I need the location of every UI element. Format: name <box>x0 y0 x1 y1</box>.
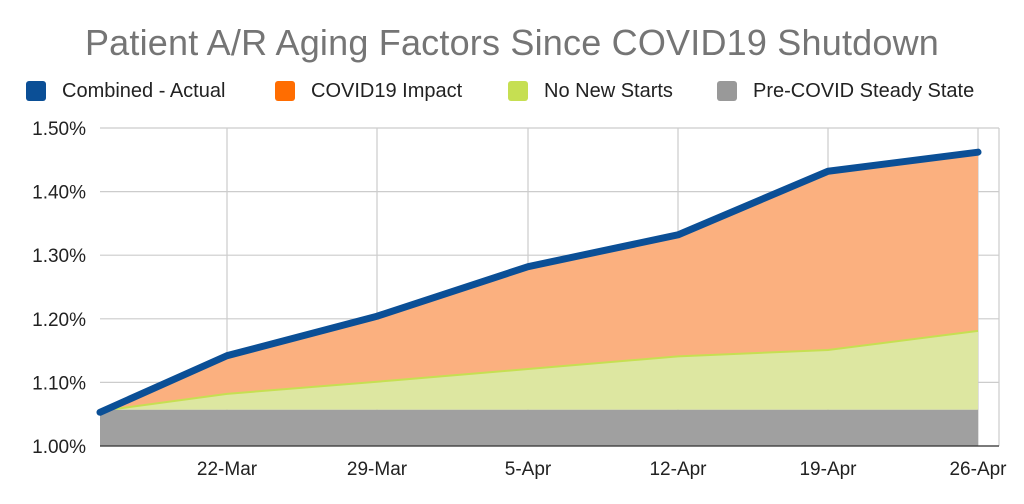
y-tick-label: 1.40% <box>32 183 86 204</box>
x-tick-label: 29-Mar <box>347 459 408 480</box>
x-tick-label: 26-Apr <box>949 459 1007 480</box>
y-tick-label: 1.30% <box>32 246 86 267</box>
x-tick-label: 19-Apr <box>799 459 857 480</box>
x-tick-label: 5-Apr <box>505 459 552 480</box>
legend-label-no-new-starts: No New Starts <box>544 79 673 102</box>
area-pre-covid-steady-state <box>100 409 978 446</box>
legend: Combined - Actual COVID19 Impact No New … <box>0 76 1024 106</box>
x-tick-label: 22-Mar <box>197 459 258 480</box>
area-covid19-impact <box>100 152 978 413</box>
legend-item-covid19-impact[interactable]: COVID19 Impact <box>275 76 462 106</box>
legend-swatch-combined-actual <box>26 81 46 101</box>
line-no-new-starts <box>99 329 979 413</box>
y-tick-label: 1.50% <box>32 119 86 140</box>
area-no-new-starts <box>100 330 978 412</box>
chart-title: Patient A/R Aging Factors Since COVID19 … <box>84 22 940 63</box>
legend-label-pre-covid-steady-state: Pre-COVID Steady State <box>753 79 975 102</box>
legend-swatch-covid19-impact <box>275 81 295 101</box>
y-tick-label: 1.20% <box>32 310 86 331</box>
legend-item-pre-covid-steady-state[interactable]: Pre-COVID Steady State <box>717 76 974 106</box>
line-combined-actual <box>96 148 982 416</box>
legend-label-combined-actual: Combined - Actual <box>62 79 226 102</box>
legend-swatch-pre-covid-steady-state <box>717 81 737 101</box>
legend-item-no-new-starts[interactable]: No New Starts <box>508 76 673 106</box>
y-tick-label: 1.10% <box>32 373 86 394</box>
legend-swatch-no-new-starts <box>508 81 528 101</box>
legend-label-covid19-impact: COVID19 Impact <box>311 79 463 102</box>
x-tick-label: 12-Apr <box>649 459 707 480</box>
legend-item-combined-actual[interactable]: Combined - Actual <box>26 76 225 106</box>
y-tick-label: 1.00% <box>32 437 86 458</box>
